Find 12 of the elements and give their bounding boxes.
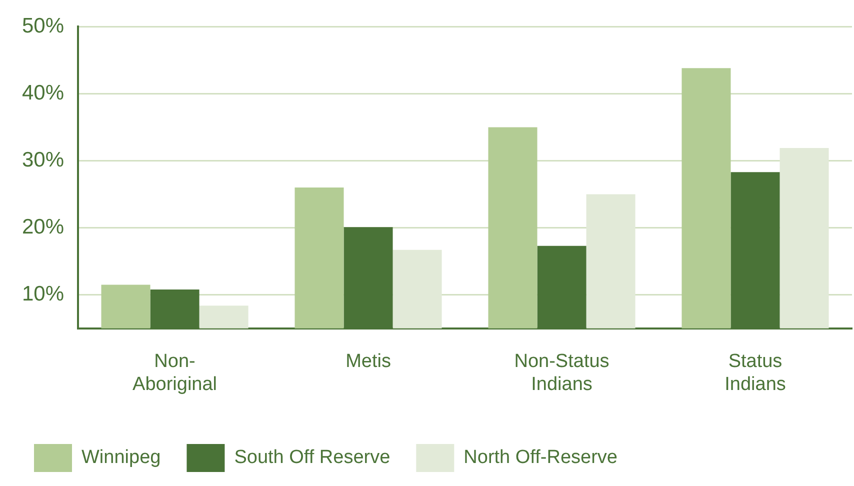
x-tick-label: Non-Aboriginal [132,351,218,395]
y-tick-label: 30% [22,148,64,172]
y-tick-label: 10% [22,282,64,306]
x-tick-label: Non-Status Indians [514,351,610,395]
x-tick-label: Status Indians [724,351,786,395]
y-tick-label: 40% [22,81,64,104]
legend-label: South Off Reserve [234,447,390,468]
legend-label: Winnipeg [82,447,161,468]
legend-label: North Off-Reserve [464,447,618,468]
y-tick-label: 20% [22,216,64,239]
y-tick-label: 50% [22,14,64,38]
x-tick-label: Metis [346,351,391,372]
